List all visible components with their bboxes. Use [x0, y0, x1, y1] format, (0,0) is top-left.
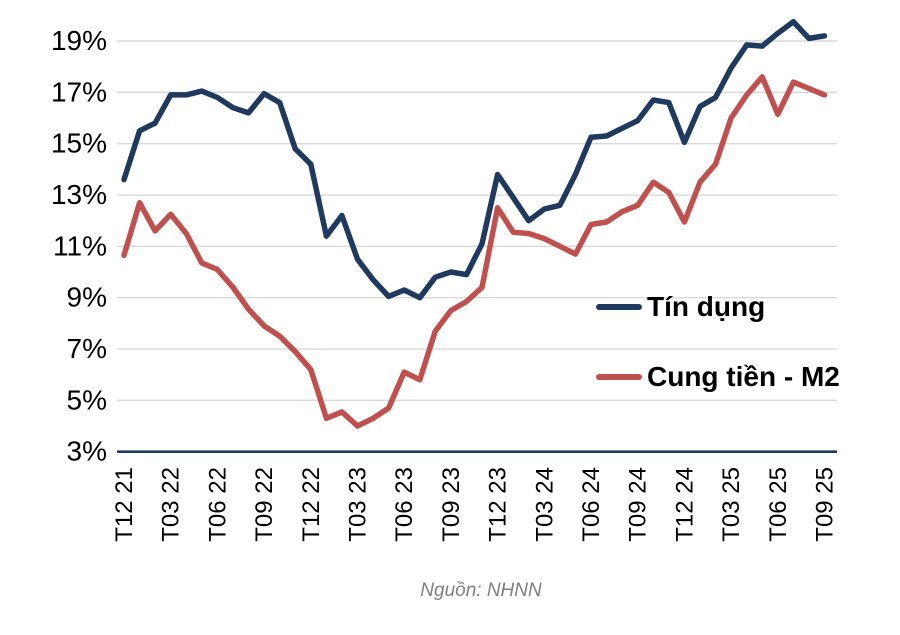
x-tick-label: T03 25 [718, 467, 745, 542]
x-tick-label: T03 24 [531, 467, 558, 542]
legend-label-cung-tien-m2: Cung tiền - M2 [647, 361, 840, 392]
x-tick-label: T09 25 [812, 467, 839, 542]
x-tick-label: T03 23 [345, 467, 372, 542]
y-tick-label: 13% [51, 179, 107, 210]
y-tick-label: 19% [51, 25, 107, 56]
x-tick-label: T06 24 [578, 467, 605, 542]
legend-item-tin-dung: Tín dụng [596, 290, 765, 324]
y-tick-label: 9% [67, 282, 107, 313]
y-tick-label: 11% [53, 230, 107, 261]
y-tick-label: 5% [67, 384, 107, 415]
legend-label-tin-dung: Tín dụng [647, 291, 766, 322]
y-tick-label: 17% [51, 76, 107, 107]
x-tick-label: T12 21 [111, 467, 138, 542]
x-tick-label: T12 22 [298, 467, 325, 542]
x-tick-label: T06 25 [765, 467, 792, 542]
x-tick-label: T12 24 [671, 467, 698, 542]
legend-item-cung-tien-m2: Cung tiền - M2 [596, 360, 840, 394]
y-tick-label: 7% [67, 333, 107, 364]
x-tick-label: T06 22 [204, 467, 231, 542]
source-note: Nguồn: NHNN [420, 580, 542, 601]
legend-swatch-cung-tien-m2 [596, 374, 642, 380]
series-line-tin-dung [121, 18, 828, 301]
x-tick-label: T09 23 [438, 467, 465, 542]
x-tick-label: T06 23 [391, 467, 418, 542]
x-tick-label: T09 24 [625, 467, 652, 542]
x-tick-label: T12 23 [485, 467, 512, 542]
x-tick-label: T03 22 [158, 467, 185, 542]
y-tick-label: 15% [51, 128, 107, 159]
legend-swatch-tin-dung [596, 304, 642, 310]
y-tick-label: 3% [67, 436, 107, 467]
series-line-cung-tien-m2 [121, 74, 828, 429]
x-tick-label: T09 22 [251, 467, 278, 542]
